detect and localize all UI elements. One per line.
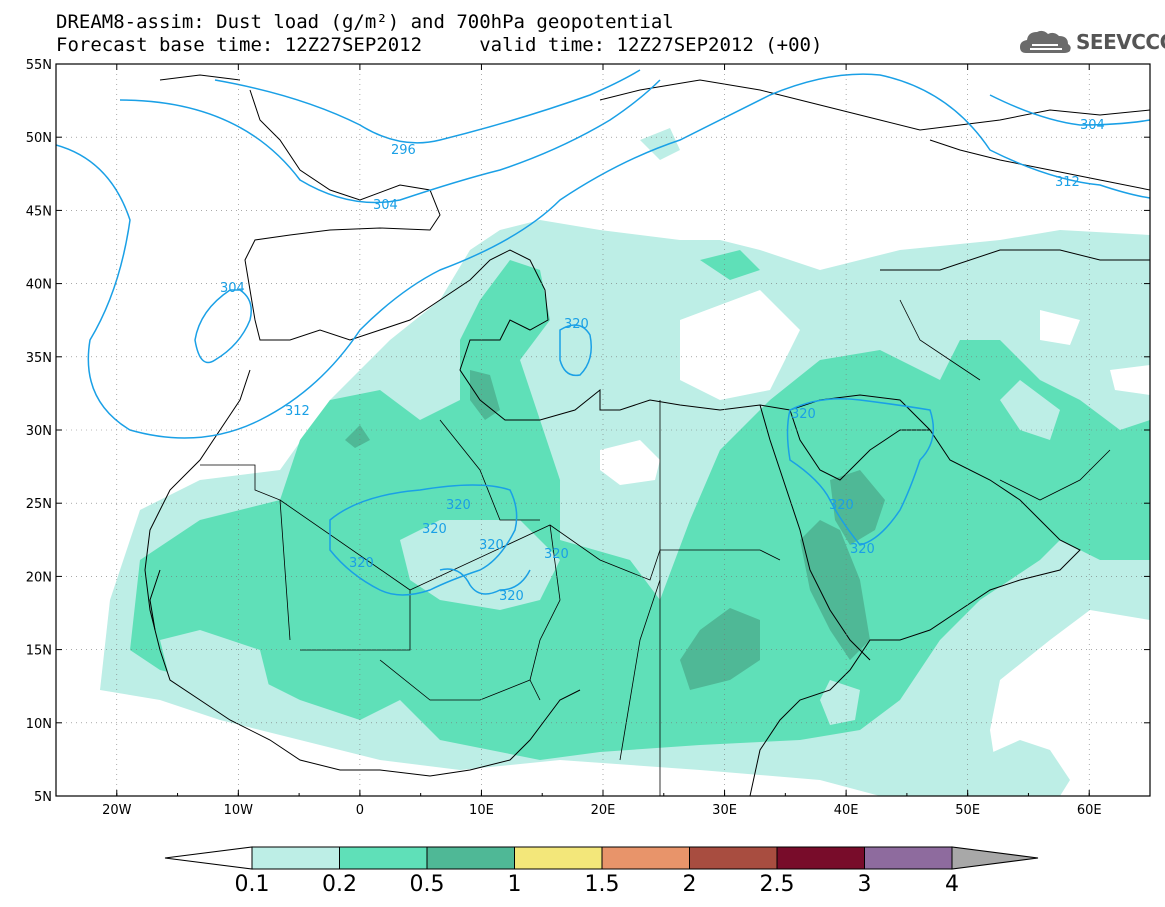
logo-text: SEEVCCC [1076, 30, 1165, 54]
lon-label: 10E [469, 803, 494, 818]
dust-free-area [600, 290, 1150, 485]
coastlines [144, 74, 1150, 796]
lon-label: 50E [955, 803, 980, 818]
colorbar-swatch [426, 846, 515, 870]
dust-level-0.5 [345, 370, 885, 690]
lon-label: 60E [1077, 803, 1102, 818]
lon-label: 10W [224, 803, 254, 818]
colorbar-swatch [514, 846, 603, 870]
cloud-icon [1020, 30, 1071, 53]
map-title-line1: DREAM8-assim: Dust load (g/m²) and 700hP… [56, 11, 674, 33]
lat-label: 25N [26, 497, 52, 512]
lat-label: 50N [26, 131, 52, 146]
graticule [56, 64, 1150, 796]
map-title-line2: Forecast base time: 12Z27SEP2012 valid t… [56, 34, 823, 56]
lat-label: 45N [26, 204, 52, 219]
contour-label: 320 [479, 538, 504, 553]
contour-label: 320 [850, 542, 875, 557]
contour-label: 320 [422, 522, 447, 537]
contour-label: 320 [544, 547, 569, 562]
colorbar-label: 4 [945, 872, 959, 897]
colorbar-label: 0.2 [322, 872, 357, 897]
colorbar-swatch [864, 846, 953, 870]
colorbar-label: 2 [682, 872, 697, 897]
lat-label: 40N [26, 278, 52, 293]
colorbar-swatch [776, 846, 865, 870]
colorbar-swatch [689, 846, 778, 870]
lat-label: 30N [26, 424, 52, 439]
lat-label: 35N [26, 351, 52, 366]
lat-label: 10N [26, 717, 52, 732]
colorbar-label: 1 [507, 872, 522, 897]
lat-label: 15N [26, 644, 52, 659]
contour-label: 304 [373, 198, 398, 213]
colorbar-swatch [251, 846, 340, 870]
contour-label: 304 [220, 281, 245, 296]
lon-label: 0 [356, 803, 364, 818]
contour-label: 320 [349, 556, 374, 571]
colorbar-arrow-left [164, 846, 253, 870]
contour-label: 304 [1080, 118, 1105, 133]
colorbar [164, 846, 1039, 870]
colorbar-swatch [339, 846, 428, 870]
lon-label: 20W [102, 803, 132, 818]
colorbar-label: 0.5 [409, 872, 445, 897]
contour-label: 312 [1055, 175, 1080, 190]
colorbar-label: 2.5 [759, 872, 795, 897]
colorbar-arrow-right [951, 846, 1039, 870]
lat-label: 5N [34, 790, 52, 805]
axis-ticks [55, 63, 1151, 797]
contour-label: 320 [791, 407, 816, 422]
seevccc-logo: SEEVCCC [1018, 25, 1165, 59]
lon-label: 40E [834, 803, 859, 818]
contour-label: 320 [446, 498, 471, 513]
country-borders [200, 299, 1111, 796]
contour-label: 320 [499, 589, 524, 604]
contour-label: 312 [285, 404, 310, 419]
contour-label: 320 [564, 317, 589, 332]
colorbar-label: 3 [857, 872, 872, 897]
colorbar-label: 0.1 [234, 872, 270, 897]
dust-level-0.1-inner [160, 380, 1060, 725]
contour-label: 296 [391, 143, 416, 158]
lat-label: 55N [26, 58, 52, 73]
colorbar-swatch [601, 846, 690, 870]
contour-label: 320 [829, 498, 854, 513]
lat-label: 20N [26, 570, 52, 585]
colorbar-label: 1.5 [584, 872, 620, 897]
geopotential-contours [56, 69, 1150, 596]
lon-label: 20E [591, 803, 616, 818]
lon-label: 30E [712, 803, 737, 818]
